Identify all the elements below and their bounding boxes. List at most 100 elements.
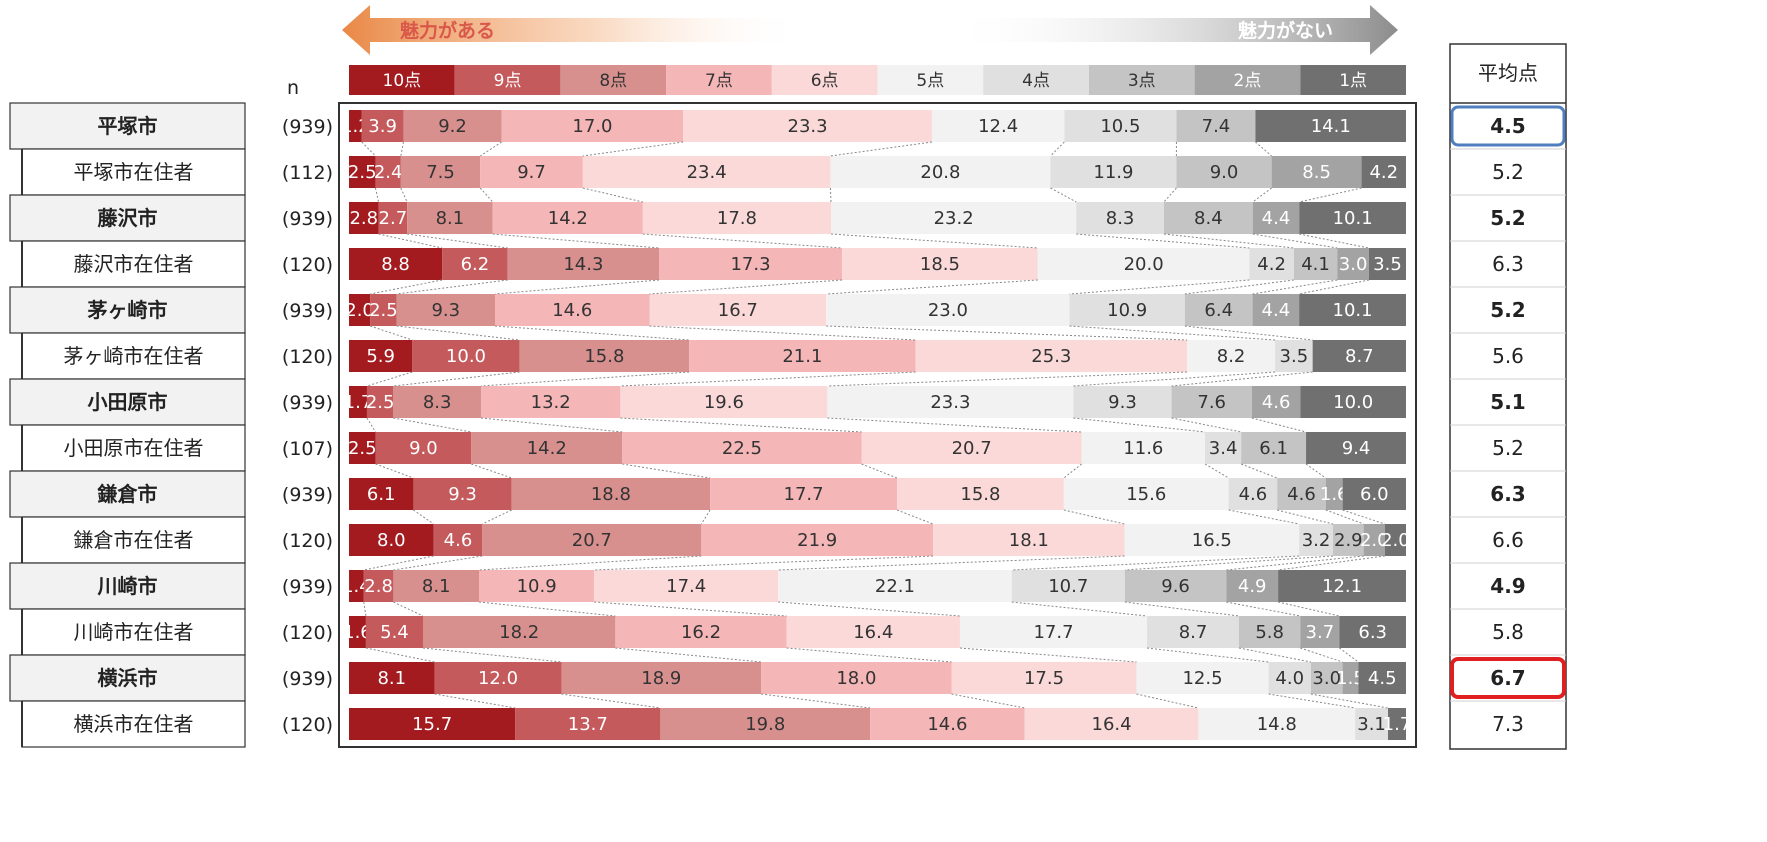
bar-value-label: 8.5 (1302, 162, 1331, 183)
bar-segment (660, 708, 871, 740)
average-value: 6.6 (1492, 528, 1524, 552)
sample-size: (939) (282, 116, 333, 138)
bar-segment (786, 616, 960, 648)
connector-line (1124, 555, 1334, 571)
bar-value-label: 9.4 (1342, 438, 1371, 459)
resident-label-cell (21, 240, 246, 288)
connector-line (494, 279, 660, 295)
bar-segment (349, 386, 367, 418)
bar-value-label: 4.5 (1368, 668, 1397, 689)
average-column (1449, 43, 1567, 750)
bar-value-label: 8.1 (436, 208, 465, 229)
connector-line (1050, 187, 1077, 203)
sample-size: (939) (282, 300, 333, 322)
resident-label-cell (21, 148, 246, 196)
unattractive-arrow-label: 魅力がない (1238, 19, 1333, 42)
bar-value-label: 19.8 (745, 714, 785, 735)
bar-segment (649, 294, 827, 326)
connector-line (1325, 509, 1364, 525)
score-header-4 (983, 65, 1089, 95)
connector-line (1240, 463, 1278, 479)
sample-size: (120) (282, 622, 333, 644)
bar-segment (393, 386, 481, 418)
city-label-cell (9, 378, 246, 426)
bar-segment (482, 524, 702, 556)
connector-line (582, 141, 684, 157)
bar-value-label: 17.7 (1033, 622, 1073, 643)
connector-line (1124, 601, 1240, 617)
city-label-cell (9, 562, 246, 610)
bar-segment (1300, 616, 1340, 648)
resident-label-cell (21, 700, 246, 748)
bar-segment (1124, 570, 1227, 602)
bar-segment (1299, 202, 1406, 234)
connector-line (1063, 509, 1125, 525)
score-header-label: 9点 (494, 71, 522, 91)
bar-segment (349, 478, 414, 510)
bar-segment (422, 616, 616, 648)
bar-value-label: 16.4 (1092, 714, 1132, 735)
bar-segment (1275, 340, 1313, 372)
bar-value-label: 3.7 (1306, 622, 1335, 643)
bar-segment (959, 616, 1148, 648)
bar-value-label: 3.0 (1339, 254, 1368, 275)
bar-segment (471, 432, 623, 464)
bar-value-label: 1.7 (344, 392, 373, 413)
bar-value-label: 4.2 (1369, 162, 1398, 183)
connector-line (951, 693, 1025, 709)
bar-value-label: 1.4 (342, 576, 371, 597)
bar-segment (1238, 616, 1301, 648)
bar-segment (515, 708, 661, 740)
bar-segment (507, 248, 660, 280)
bar-value-label: 1.6 (1320, 484, 1349, 505)
bar-segment (1124, 524, 1300, 556)
score-header-label: 6点 (811, 71, 839, 91)
connector-line (492, 233, 660, 249)
bar-segment (1300, 386, 1406, 418)
resident-label: 川崎市在住者 (74, 620, 194, 644)
connector-line (1063, 463, 1082, 479)
bar-segment (1361, 156, 1406, 188)
bar-value-label: 8.7 (1179, 622, 1208, 643)
average-value: 5.2 (1490, 298, 1525, 322)
bar-value-label: 4.2 (1257, 254, 1286, 275)
sample-size: (112) (282, 162, 333, 184)
bar-value-label: 6.1 (367, 484, 396, 505)
bar-segment (375, 432, 472, 464)
city-label: 鎌倉市 (97, 482, 158, 506)
connector-line (615, 647, 762, 663)
score-header-5 (877, 65, 984, 95)
bar-value-label: 20.8 (920, 162, 960, 183)
connector-line (393, 371, 520, 387)
bar-value-label: 3.0 (1312, 668, 1341, 689)
bar-segment (582, 156, 831, 188)
connector-line (479, 187, 494, 203)
resident-label: 茅ヶ崎市在住者 (64, 344, 204, 368)
highlight-box-blue (1450, 105, 1566, 147)
connector-line (594, 601, 787, 617)
score-header-6 (771, 65, 878, 95)
bar-value-label: 15.8 (960, 484, 1000, 505)
connector-line (1278, 555, 1385, 571)
connector-line (480, 417, 623, 433)
bar-value-label: 14.3 (563, 254, 603, 275)
connector-line (582, 187, 643, 203)
bar-segment (349, 616, 366, 648)
bar-segment (412, 340, 520, 372)
sample-size: (120) (282, 714, 333, 736)
bar-value-label: 16.4 (853, 622, 893, 643)
connector-line (1073, 417, 1206, 433)
connector-line (830, 233, 1038, 249)
bar-value-label: 17.0 (572, 116, 612, 137)
bar-value-label: 23.0 (928, 300, 968, 321)
resident-label: 平塚市在住者 (74, 160, 194, 184)
bar-value-label: 18.0 (836, 668, 876, 689)
bar-segment (861, 432, 1082, 464)
bar-value-label: 2.9 (1334, 530, 1363, 551)
bar-segment (826, 294, 1070, 326)
bar-segment (1205, 432, 1242, 464)
connector-line (1268, 693, 1356, 709)
bar-segment (689, 340, 916, 372)
bar-value-label: 6.2 (461, 254, 490, 275)
bar-segment (701, 524, 934, 556)
